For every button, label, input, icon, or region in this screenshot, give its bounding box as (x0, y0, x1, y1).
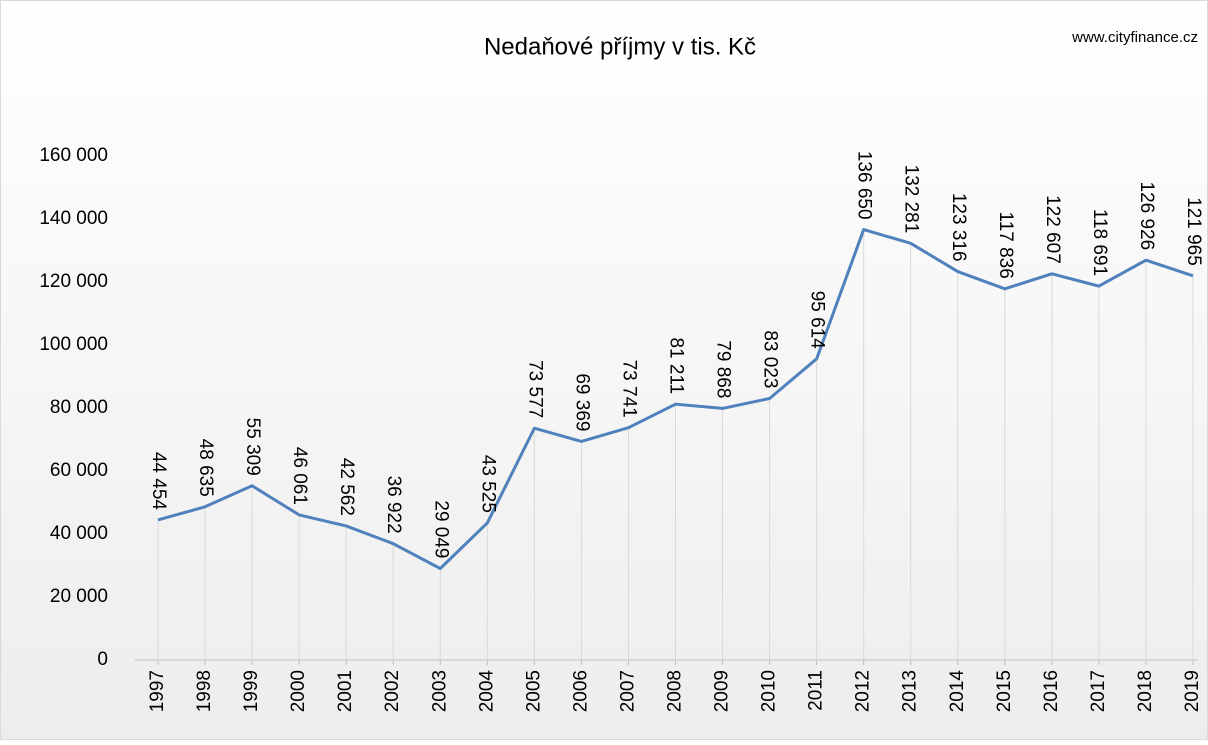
y-tick-label: 120 000 (39, 271, 108, 292)
x-tick-label: 2011 (806, 670, 827, 711)
data-label: 55 309 (242, 418, 263, 476)
x-tick-label: 2004 (476, 670, 497, 713)
y-tick-label: 140 000 (39, 208, 108, 229)
data-label: 73 577 (524, 360, 545, 418)
x-tick-label: 2008 (665, 670, 686, 712)
source-note: www.cityfinance.cz (1071, 29, 1198, 46)
data-label: 136 650 (854, 151, 875, 220)
x-tick-label: 2012 (853, 670, 874, 712)
x-tick-label: 2014 (947, 670, 968, 713)
data-label: 83 023 (760, 330, 781, 388)
x-tick-label: 2010 (759, 670, 780, 712)
data-label: 123 316 (948, 193, 969, 262)
y-tick-label: 40 000 (50, 523, 108, 544)
x-tick-label: 2013 (900, 670, 921, 712)
y-tick-label: 100 000 (39, 334, 108, 355)
data-label: 79 868 (713, 340, 734, 398)
data-label: 44 454 (148, 452, 169, 511)
data-label: 48 635 (195, 439, 216, 497)
data-label: 126 926 (1136, 181, 1157, 250)
data-label: 95 614 (807, 291, 828, 350)
x-tick-label: 1997 (147, 670, 168, 712)
x-tick-label: 2006 (570, 670, 591, 712)
series-line (157, 228, 1194, 570)
x-tick-label: 1999 (241, 670, 262, 712)
chart-title: Nedaňové příjmy v tis. Kč (484, 33, 756, 60)
data-label: 73 741 (618, 360, 639, 418)
x-tick-label: 1998 (194, 670, 215, 712)
y-tick-label: 20 000 (50, 586, 108, 607)
data-label: 117 836 (995, 212, 1016, 279)
x-tick-label: 2001 (335, 670, 356, 712)
y-tick-label: 80 000 (50, 397, 108, 418)
x-tick-label: 2017 (1088, 670, 1109, 712)
x-tick-label: 2009 (712, 670, 733, 712)
x-tick-label: 2000 (288, 670, 309, 712)
data-label: 118 691 (1089, 209, 1110, 276)
x-tick-label: 2015 (994, 670, 1015, 712)
x-tick-label: 2003 (429, 670, 450, 712)
y-tick-label: 0 (97, 649, 108, 670)
data-label: 81 211 (665, 337, 686, 394)
data-label: 121 965 (1183, 197, 1204, 266)
x-tick-label: 2016 (1041, 670, 1062, 712)
data-label: 132 281 (901, 165, 922, 234)
data-label: 69 369 (571, 373, 592, 431)
x-tick-label: 2007 (617, 670, 638, 712)
y-tick-label: 160 000 (39, 145, 108, 166)
data-label: 46 061 (289, 447, 310, 505)
x-tick-label: 2019 (1182, 670, 1203, 712)
data-label: 42 562 (336, 458, 357, 516)
y-tick-label: 60 000 (50, 460, 108, 481)
x-tick-label: 2005 (523, 670, 544, 712)
data-label: 122 607 (1042, 195, 1063, 264)
data-label: 43 525 (477, 455, 498, 513)
x-tick-label: 2018 (1135, 670, 1156, 712)
data-label: 36 922 (383, 476, 404, 534)
x-tick-label: 2002 (382, 670, 403, 712)
data-label: 29 049 (430, 500, 451, 558)
